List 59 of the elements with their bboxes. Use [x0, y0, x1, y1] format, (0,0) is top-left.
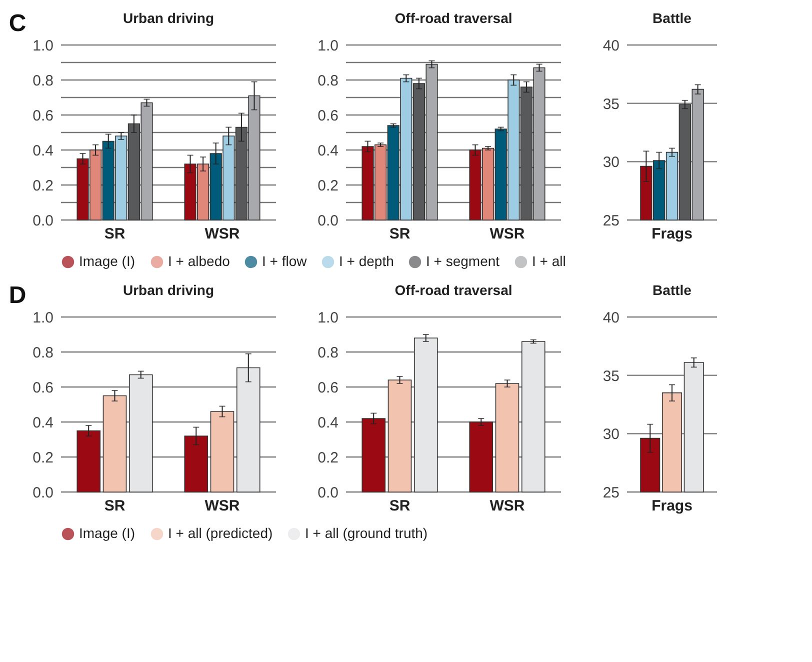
y-tick-label: 0.4 — [32, 142, 54, 160]
chart-title: Off-road traversal — [394, 10, 512, 26]
y-tick-label: 0.0 — [318, 484, 338, 502]
y-tick-label: 0.0 — [318, 212, 338, 230]
legend-label: I + all (ground truth) — [305, 525, 428, 541]
x-tick-label: SR — [104, 226, 126, 242]
y-tick-label: 0.4 — [32, 414, 54, 432]
chart-title: Battle — [652, 10, 692, 26]
text: C — [8, 10, 26, 37]
y-tick-label: 1.0 — [318, 310, 338, 326]
legend-label: I + flow — [262, 253, 308, 269]
y-tick-label: 30 — [602, 426, 620, 444]
y-tick-label: 0.8 — [32, 344, 54, 362]
y-tick-label: 35 — [602, 368, 620, 385]
y-tick-label: 1.0 — [32, 38, 54, 54]
legend-label: I + all (predicted) — [168, 525, 273, 541]
y-tick-label: 0.4 — [318, 414, 338, 432]
chart-title: Battle — [652, 282, 692, 298]
legend-label: Image (I) — [79, 525, 136, 541]
legend-label: I + albedo — [168, 253, 230, 269]
x-tick-label: WSR — [490, 226, 525, 242]
y-tick-label: 35 — [602, 96, 620, 113]
x-tick-label: WSR — [204, 498, 240, 514]
legend-label: I + depth — [339, 253, 394, 269]
y-tick-label: 25 — [602, 484, 620, 502]
y-tick-label: 0.2 — [32, 178, 54, 194]
y-tick-label: 40 — [602, 38, 620, 54]
text: D — [8, 282, 26, 309]
chart-title: Urban driving — [122, 10, 214, 26]
y-tick-label: 0.6 — [32, 108, 54, 124]
y-tick-label: 0.8 — [32, 72, 54, 90]
y-tick-label: 0.2 — [32, 450, 54, 466]
x-tick-label: Frags — [652, 498, 692, 514]
chart-title: Off-road traversal — [394, 282, 512, 298]
legend-label: I + all — [532, 253, 566, 269]
y-tick-label: 0.6 — [32, 380, 54, 396]
y-tick-label: 0.2 — [318, 450, 338, 466]
x-tick-label: Frags — [652, 226, 692, 242]
y-tick-label: 0.8 — [318, 344, 338, 362]
y-tick-label: 0.8 — [318, 72, 338, 90]
y-tick-label: 25 — [602, 212, 620, 230]
y-tick-label: 30 — [602, 154, 620, 172]
y-tick-label: 0.4 — [318, 142, 338, 160]
x-tick-label: SR — [104, 498, 126, 514]
legend-label: Image (I) — [79, 253, 136, 269]
x-tick-label: SR — [389, 498, 410, 514]
y-tick-label: 0.0 — [32, 484, 54, 502]
x-tick-label: SR — [389, 226, 410, 242]
y-tick-label: 0.6 — [318, 380, 338, 396]
y-tick-label: 0.2 — [318, 178, 338, 194]
chart-title: Urban driving — [122, 282, 214, 298]
y-tick-label: 40 — [602, 310, 620, 326]
y-tick-label: 1.0 — [318, 38, 338, 54]
x-tick-label: WSR — [490, 498, 525, 514]
y-tick-label: 0.0 — [32, 212, 54, 230]
x-tick-label: WSR — [204, 226, 240, 242]
y-tick-label: 1.0 — [32, 310, 54, 326]
legend-label: I + segment — [426, 253, 500, 269]
y-tick-label: 0.6 — [318, 108, 338, 124]
